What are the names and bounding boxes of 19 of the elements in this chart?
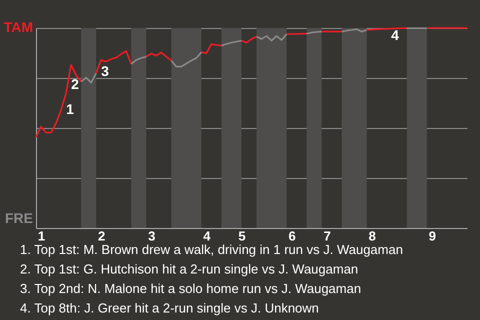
annotation: 2 bbox=[71, 76, 80, 92]
text: FRE bbox=[5, 210, 33, 226]
x-tick-label: 3 bbox=[148, 228, 156, 244]
x-tick-label: 2 bbox=[98, 228, 106, 244]
annotation: 4 bbox=[391, 27, 400, 43]
x-tick-label: 9 bbox=[428, 228, 436, 244]
annotation: 1 bbox=[66, 101, 74, 117]
x-tick-label: 4 bbox=[203, 228, 212, 244]
x-tick-label: 5 bbox=[238, 228, 246, 244]
x-tick-label: 8 bbox=[368, 228, 376, 244]
text: TAM bbox=[4, 19, 33, 35]
annotation: 3 bbox=[101, 63, 110, 79]
text: 1. Top 1st: M. Brown drew a walk, driving in 1 run vs J. Waugaman bbox=[20, 242, 403, 257]
x-tick-label: 6 bbox=[288, 228, 296, 244]
x-tick-label: 7 bbox=[324, 228, 331, 244]
text: 2. Top 1st: G. Hutchison hit a 2-run single vs J. Waugaman bbox=[20, 262, 358, 276]
text: 4. Top 8th: J. Greer hit a 2-run single vs J. Unknown bbox=[20, 300, 319, 316]
text: 3. Top 2nd: N. Malone hit a solo home run vs J. Waugaman bbox=[20, 281, 362, 296]
x-tick-label: 1 bbox=[38, 228, 46, 244]
